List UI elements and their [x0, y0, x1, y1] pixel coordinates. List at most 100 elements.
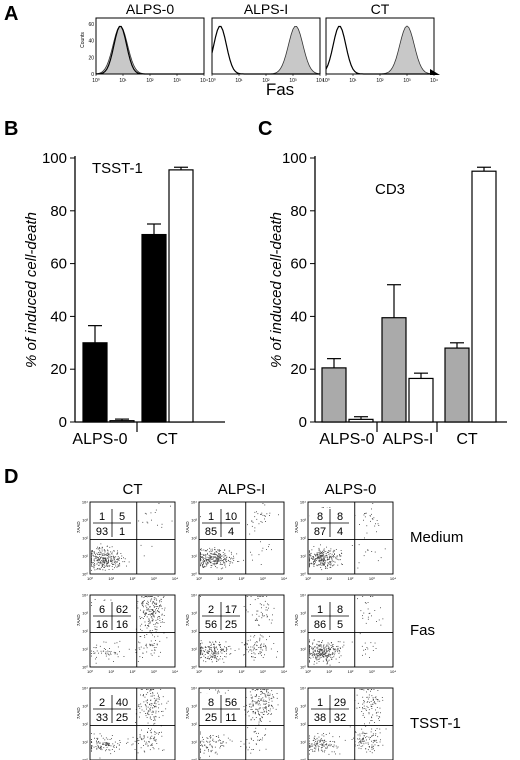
- scatter-dot: [213, 652, 215, 654]
- quadrant-percent: 16: [96, 619, 108, 631]
- scatter-dot: [117, 646, 119, 648]
- scatter-dot: [221, 648, 223, 650]
- scatter-dot: [367, 549, 369, 551]
- scatter-dot: [105, 558, 106, 559]
- y-tick-label: 0: [91, 72, 94, 78]
- scatter-dot: [202, 564, 203, 565]
- scatter-dot: [156, 643, 158, 645]
- scatter-dot: [255, 649, 257, 651]
- scatter-dot: [107, 743, 109, 745]
- scatter-dot: [214, 552, 216, 554]
- scatter-dot: [217, 692, 218, 694]
- scatter-dot: [208, 651, 210, 652]
- scatter-dot: [315, 743, 317, 745]
- scatter-dot: [276, 656, 277, 658]
- scatter-dot: [240, 740, 242, 742]
- scatter-dot: [248, 651, 249, 653]
- scatter-dot: [204, 744, 206, 746]
- scatter-dot: [210, 557, 212, 558]
- scatter-dot: [154, 606, 156, 607]
- scatter-dot: [378, 525, 380, 526]
- scatter-dot: [155, 740, 157, 742]
- scatter-dot: [103, 558, 105, 560]
- scatter-dot: [91, 555, 92, 557]
- y-tick-label: 10²: [191, 629, 197, 634]
- scatter-dot: [309, 653, 310, 655]
- scatter-dot: [316, 659, 318, 661]
- scatter-dot: [215, 657, 217, 659]
- scatter-dot: [170, 505, 171, 507]
- scatter-dot: [152, 689, 154, 690]
- scatter-dot: [220, 742, 222, 744]
- scatter-dot: [157, 698, 159, 700]
- scatter-dot: [207, 553, 208, 555]
- scatter-dot: [161, 735, 163, 737]
- scatter-dot: [320, 544, 321, 546]
- x-tick-label: 10³: [151, 576, 157, 581]
- scatter-dot: [361, 739, 363, 741]
- scatter-dot: [260, 564, 262, 565]
- histogram-title: ALPS-I: [244, 1, 288, 17]
- scatter-dot: [96, 747, 98, 749]
- scatter-dot: [149, 645, 151, 647]
- scatter-dot: [214, 655, 216, 657]
- scatter-dot: [329, 745, 331, 747]
- quadrant-percent: 25: [225, 619, 237, 631]
- scatter-dot: [323, 735, 325, 737]
- scatter-dot: [311, 655, 313, 657]
- scatter-dot: [272, 694, 273, 696]
- scatter-dot: [112, 564, 113, 565]
- scatter-dot: [316, 565, 318, 567]
- scatter-dot: [151, 616, 153, 617]
- scatter-dot: [339, 650, 340, 651]
- scatter-dot: [330, 563, 332, 565]
- scatter-dot: [262, 737, 263, 739]
- scatter-dot: [145, 706, 147, 708]
- scatter-dot: [149, 708, 150, 710]
- scatter-dot: [151, 695, 153, 697]
- scatter-dot: [316, 653, 318, 655]
- scatter-dot: [334, 648, 335, 650]
- scatter-dot: [254, 644, 256, 645]
- scatter-dot: [365, 602, 367, 604]
- scatter-dot: [132, 743, 134, 745]
- scatter-dot: [140, 747, 142, 749]
- scatter-dot: [116, 553, 118, 555]
- scatter-dot: [208, 749, 209, 751]
- scatter-dot: [147, 621, 149, 622]
- scatter-dot: [270, 714, 272, 715]
- scatter-dot: [251, 554, 253, 556]
- scatter-dot: [213, 652, 215, 654]
- scatter-dot: [329, 649, 331, 651]
- scatter-dot: [99, 555, 101, 557]
- scatter-dot: [264, 504, 266, 506]
- scatter-dot: [91, 653, 92, 654]
- scatter-dot: [146, 603, 148, 605]
- scatter-dot: [161, 526, 163, 528]
- scatter-dot: [327, 655, 328, 656]
- scatter-dot: [368, 696, 370, 698]
- scatter-dot: [128, 648, 130, 650]
- scatter-dot: [263, 615, 265, 617]
- scatter-dot: [145, 596, 147, 597]
- scatter-dot: [91, 560, 92, 562]
- scatter-dot: [139, 636, 141, 637]
- scatter-dot: [317, 655, 318, 657]
- scatter-dot: [218, 691, 220, 693]
- scatter-dot: [219, 553, 221, 555]
- scatter-dot: [336, 747, 338, 749]
- scatter-dot: [258, 732, 259, 734]
- scatter-dot: [207, 646, 209, 648]
- scatter-dot: [323, 742, 324, 744]
- scatter-dot: [157, 619, 159, 620]
- scatter-dot: [155, 647, 157, 648]
- scatter-dot: [209, 654, 211, 656]
- scatter-dot: [257, 689, 259, 690]
- scatter-dot: [158, 748, 160, 750]
- scatter-dot: [91, 745, 93, 747]
- scatter-dot: [376, 712, 377, 714]
- scatter-dot: [95, 557, 96, 559]
- scatter-dot: [369, 657, 370, 658]
- scatter-dot: [317, 658, 319, 660]
